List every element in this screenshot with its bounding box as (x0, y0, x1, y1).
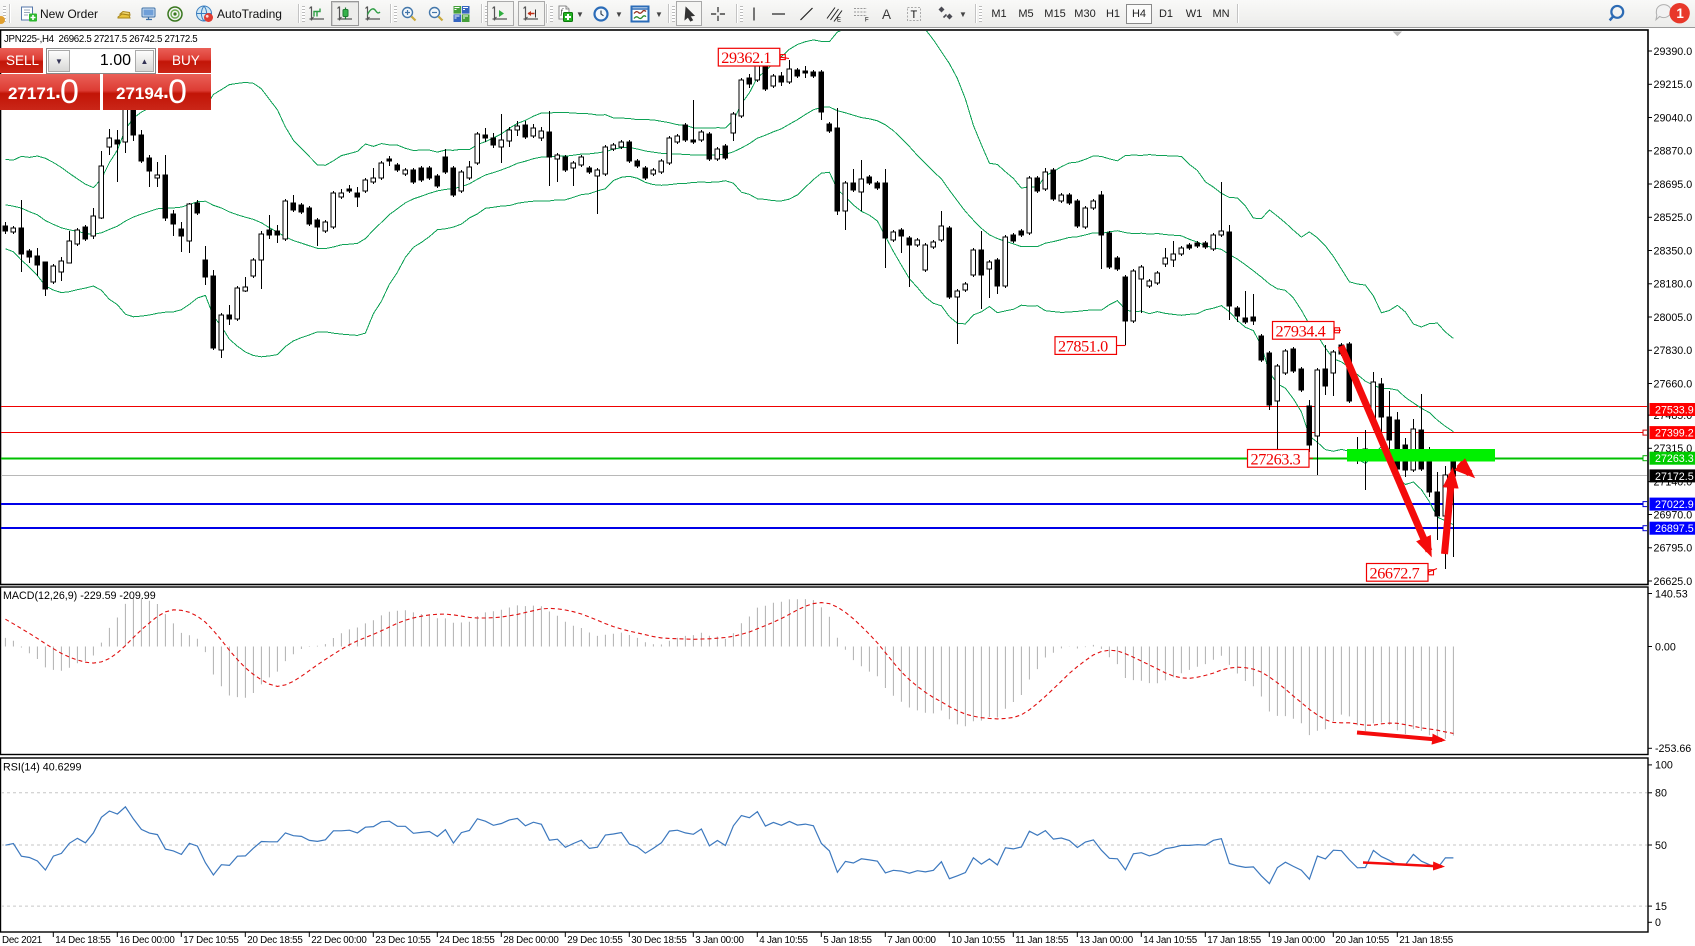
svg-text:MACD(12,26,9) -229.59 -209.99: MACD(12,26,9) -229.59 -209.99 (3, 590, 156, 602)
svg-text:24 Dec 18:55: 24 Dec 18:55 (439, 935, 495, 946)
svg-text:f: f (561, 7, 565, 16)
svg-text:19 Jan 00:00: 19 Jan 00:00 (1271, 935, 1325, 946)
svg-text:29 Dec 10:55: 29 Dec 10:55 (567, 935, 623, 946)
svg-text:50: 50 (1655, 840, 1667, 852)
svg-text:28695.0: 28695.0 (1654, 179, 1693, 191)
svg-text:1: 1 (1676, 6, 1684, 21)
svg-text:14 Dec 18:55: 14 Dec 18:55 (55, 935, 111, 946)
svg-text:28005.0: 28005.0 (1654, 312, 1693, 324)
svg-text:27399.2: 27399.2 (1655, 428, 1694, 440)
svg-text:10 Jan 10:55: 10 Jan 10:55 (951, 935, 1005, 946)
svg-text:27172.5: 27172.5 (1655, 471, 1694, 483)
svg-text:30 Dec 18:55: 30 Dec 18:55 (631, 935, 687, 946)
svg-text:4 Jan 10:55: 4 Jan 10:55 (759, 935, 808, 946)
svg-text:RSI(14) 40.6299: RSI(14) 40.6299 (3, 762, 81, 774)
svg-text:22 Dec 00:00: 22 Dec 00:00 (311, 935, 367, 946)
svg-text:0: 0 (1655, 917, 1661, 929)
svg-text:27022.9: 27022.9 (1655, 499, 1694, 511)
svg-text:28 Dec 00:00: 28 Dec 00:00 (503, 935, 559, 946)
svg-text:E: E (837, 18, 841, 24)
svg-text:Dec 2021: Dec 2021 (2, 935, 42, 946)
svg-text:7 Jan 00:00: 7 Jan 00:00 (887, 935, 936, 946)
svg-text:15: 15 (1655, 901, 1667, 913)
svg-text:21 Jan 18:55: 21 Jan 18:55 (1399, 935, 1453, 946)
svg-text:13 Jan 00:00: 13 Jan 00:00 (1079, 935, 1133, 946)
svg-text:29215.0: 29215.0 (1654, 79, 1693, 91)
svg-text:26672.7: 26672.7 (1370, 564, 1420, 582)
svg-text:14 Jan 10:55: 14 Jan 10:55 (1143, 935, 1197, 946)
svg-text:-253.66: -253.66 (1655, 743, 1691, 755)
svg-text:F: F (865, 18, 869, 24)
svg-text:20 Jan 10:55: 20 Jan 10:55 (1335, 935, 1389, 946)
svg-text:27934.4: 27934.4 (1276, 322, 1326, 340)
svg-text:23 Dec 10:55: 23 Dec 10:55 (375, 935, 431, 946)
svg-text:0.00: 0.00 (1655, 641, 1676, 653)
svg-text:29390.0: 29390.0 (1654, 46, 1693, 58)
svg-text:28525.0: 28525.0 (1654, 212, 1693, 224)
svg-text:26970.0: 26970.0 (1654, 509, 1693, 521)
svg-text:17 Dec 10:55: 17 Dec 10:55 (183, 935, 239, 946)
svg-text:140.53: 140.53 (1655, 588, 1688, 600)
svg-text:100: 100 (1655, 760, 1673, 772)
svg-text:27830.0: 27830.0 (1654, 345, 1693, 357)
svg-text:28870.0: 28870.0 (1654, 146, 1693, 158)
svg-text:26897.5: 26897.5 (1655, 523, 1694, 535)
svg-text:27263.3: 27263.3 (1655, 453, 1694, 465)
svg-text:27660.0: 27660.0 (1654, 378, 1693, 390)
svg-text:3 Jan 00:00: 3 Jan 00:00 (695, 935, 744, 946)
svg-text:T: T (911, 9, 918, 21)
svg-text:16 Dec 00:00: 16 Dec 00:00 (119, 935, 175, 946)
svg-text:80: 80 (1655, 788, 1667, 800)
svg-text:27263.3: 27263.3 (1251, 450, 1301, 468)
svg-text:29362.1: 29362.1 (721, 49, 771, 67)
svg-text:26625.0: 26625.0 (1654, 576, 1693, 588)
svg-text:26795.0: 26795.0 (1654, 543, 1693, 555)
svg-text:5 Jan 18:55: 5 Jan 18:55 (823, 935, 872, 946)
svg-text:28350.0: 28350.0 (1654, 245, 1693, 257)
svg-text:28180.0: 28180.0 (1654, 279, 1693, 291)
svg-text:17 Jan 18:55: 17 Jan 18:55 (1207, 935, 1261, 946)
svg-text:27533.9: 27533.9 (1655, 405, 1694, 417)
svg-text:11 Jan 18:55: 11 Jan 18:55 (1015, 935, 1069, 946)
svg-text:29040.0: 29040.0 (1654, 112, 1693, 124)
svg-text:27851.0: 27851.0 (1058, 338, 1108, 356)
svg-text:20 Dec 18:55: 20 Dec 18:55 (247, 935, 303, 946)
